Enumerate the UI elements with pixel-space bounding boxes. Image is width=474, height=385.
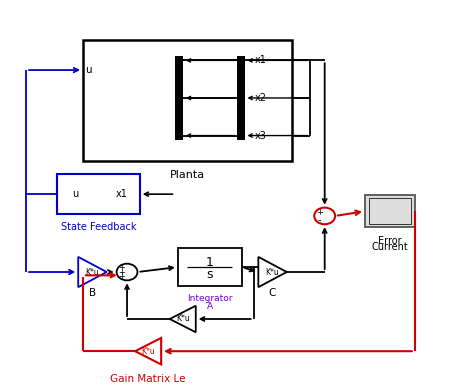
Text: s: s xyxy=(207,268,213,281)
Text: K*u: K*u xyxy=(265,268,280,276)
Text: B: B xyxy=(89,288,96,298)
Text: Gain Matrix Le: Gain Matrix Le xyxy=(110,374,186,384)
Bar xyxy=(57,174,140,214)
Bar xyxy=(365,195,415,227)
Text: +: + xyxy=(118,272,125,281)
Text: 1: 1 xyxy=(206,256,214,269)
Bar xyxy=(178,248,242,286)
Text: u: u xyxy=(85,65,92,75)
Text: K*u: K*u xyxy=(85,268,100,276)
Text: K*u: K*u xyxy=(141,347,155,356)
Text: Integrator: Integrator xyxy=(187,295,232,303)
Bar xyxy=(175,56,183,140)
Text: +: + xyxy=(118,263,125,272)
Polygon shape xyxy=(135,338,161,365)
Text: x3: x3 xyxy=(255,131,266,141)
Text: u: u xyxy=(72,189,78,199)
Bar xyxy=(237,56,245,140)
Bar xyxy=(83,40,292,161)
Bar xyxy=(369,198,411,224)
Polygon shape xyxy=(258,257,287,287)
Text: State Feedback: State Feedback xyxy=(61,223,136,233)
Text: -: - xyxy=(318,215,321,225)
Text: +: + xyxy=(118,268,125,276)
Text: C: C xyxy=(269,288,276,298)
Text: x1: x1 xyxy=(255,55,266,65)
Text: Error: Error xyxy=(378,236,401,246)
Polygon shape xyxy=(78,257,107,287)
Text: x1: x1 xyxy=(116,189,128,199)
Text: x2: x2 xyxy=(255,93,266,103)
Text: K*u: K*u xyxy=(176,315,190,323)
Text: +: + xyxy=(316,208,323,217)
Polygon shape xyxy=(170,306,196,332)
Text: Planta: Planta xyxy=(170,171,205,181)
Text: Current: Current xyxy=(372,242,408,252)
Text: A: A xyxy=(207,302,213,311)
